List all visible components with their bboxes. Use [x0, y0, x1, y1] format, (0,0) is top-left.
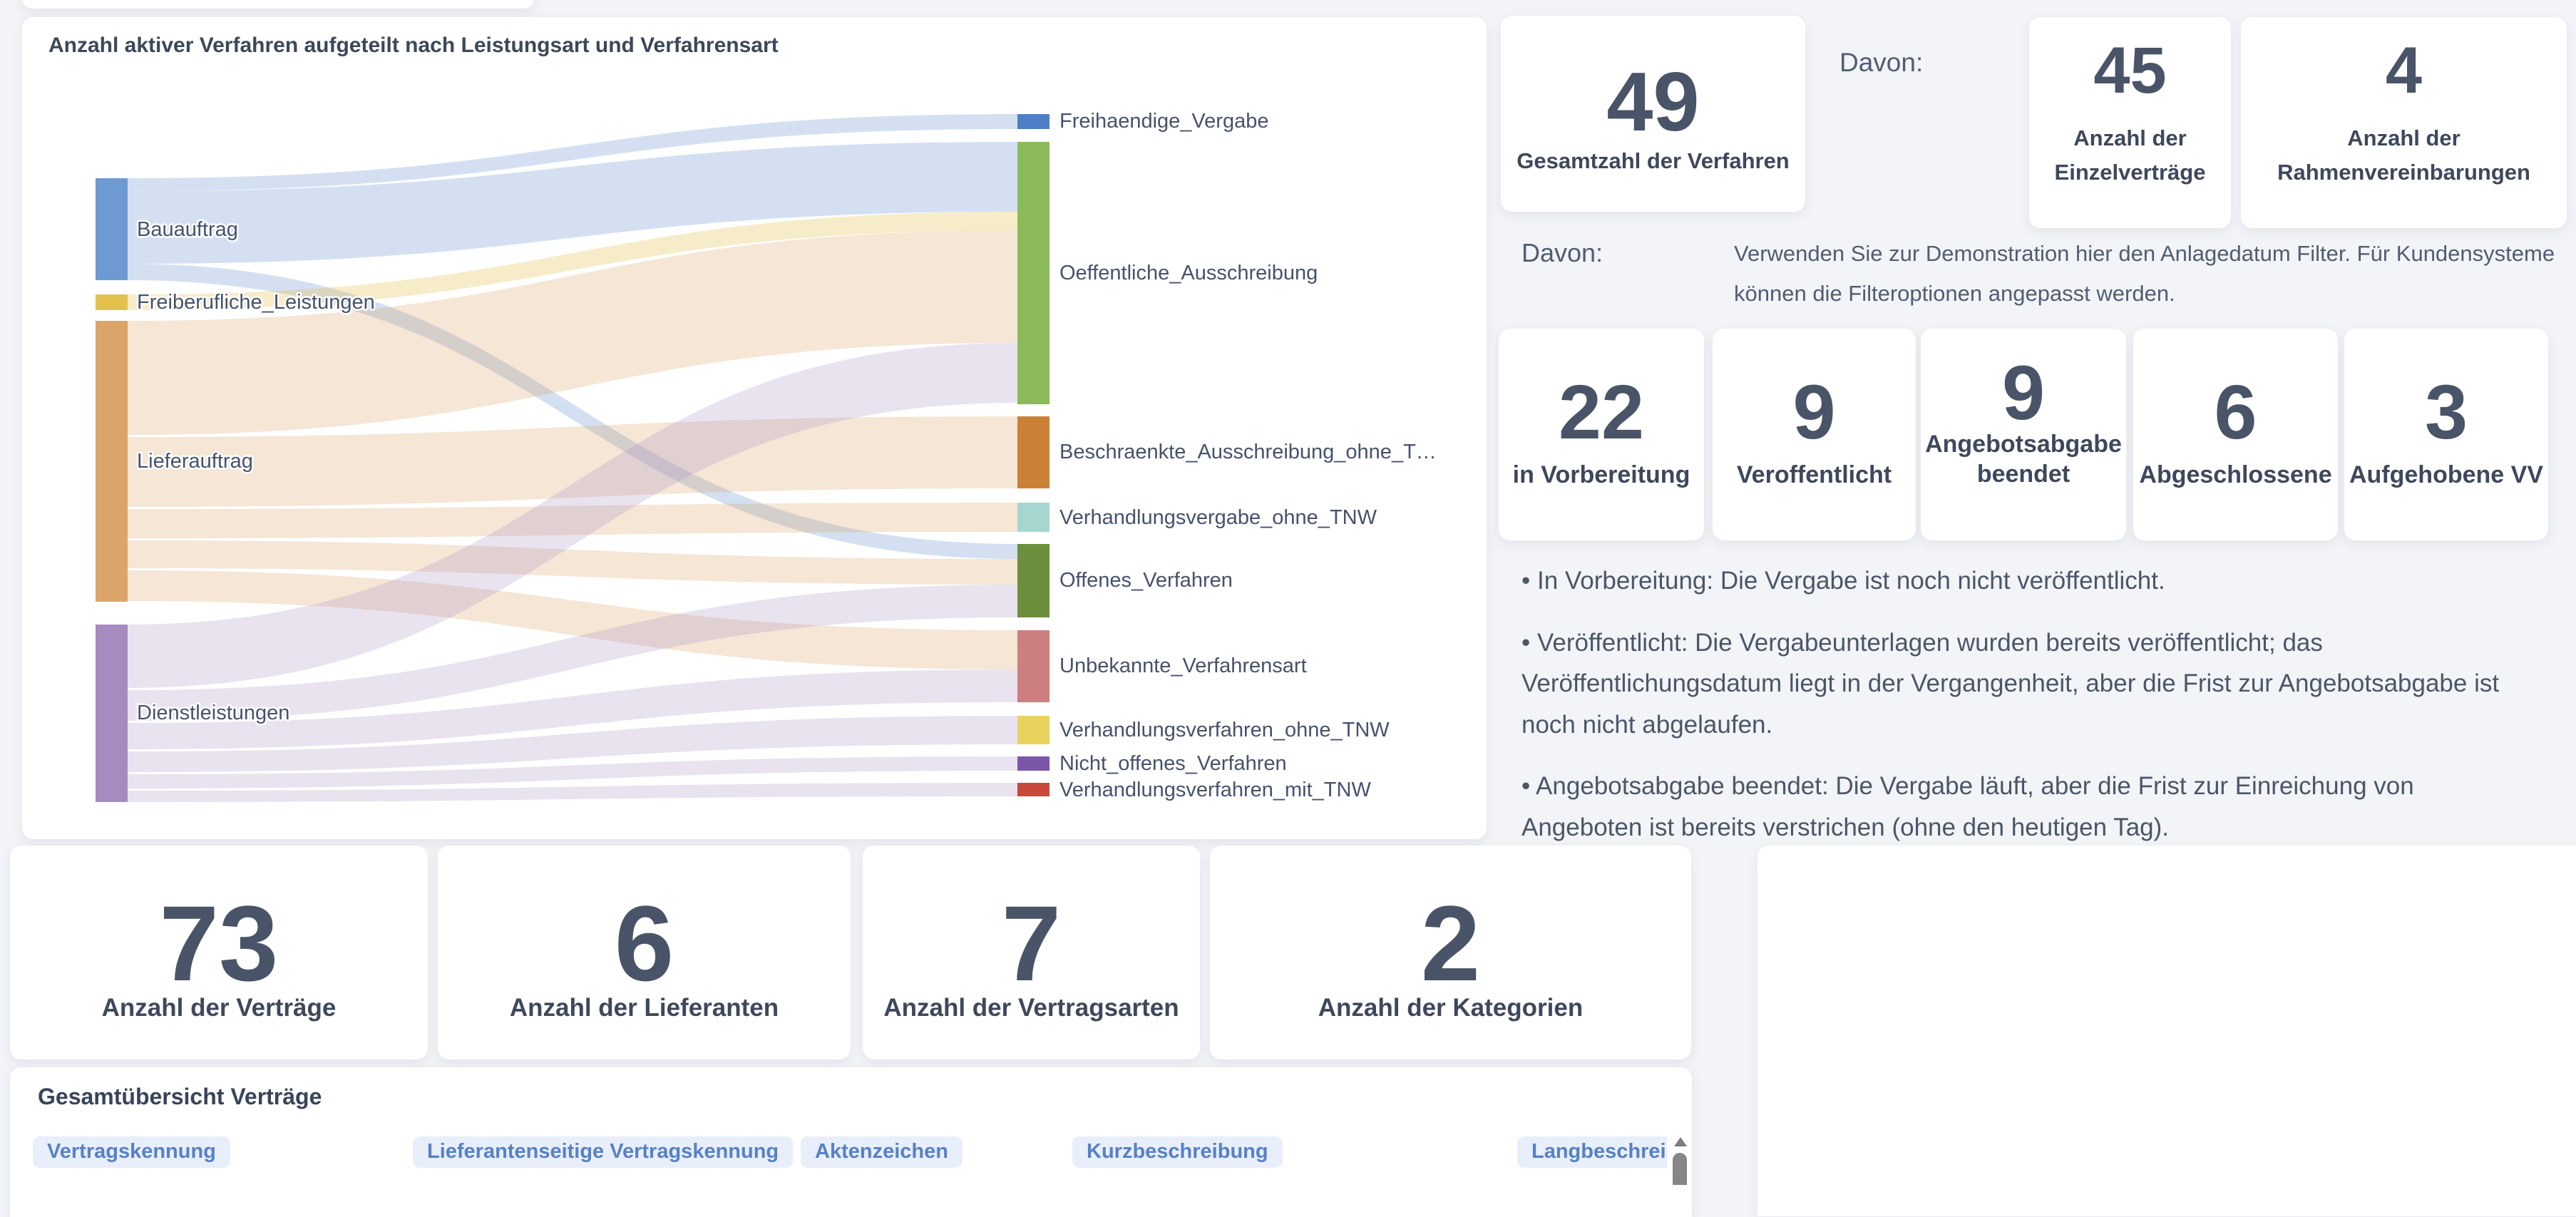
svg-text:Oeffentliche_Ausschreibung: Oeffentliche_Ausschreibung: [1059, 262, 1318, 284]
svg-text:Beschraenkte_Ausschreibung_ohn: Beschraenkte_Ausschreibung_ohne_T…: [1059, 441, 1437, 463]
svg-text:Verhandlungsvergabe_ohne_TNW: Verhandlungsvergabe_ohne_TNW: [1059, 506, 1377, 529]
svg-text:Offenes_Verfahren: Offenes_Verfahren: [1059, 569, 1233, 592]
svg-text:Lieferauftrag: Lieferauftrag: [137, 450, 253, 473]
svg-text:Verhandlungsverfahren_mit_TNW: Verhandlungsverfahren_mit_TNW: [1059, 779, 1371, 801]
svg-text:Freiberufliche_Leistungen: Freiberufliche_Leistungen: [137, 291, 375, 314]
svg-text:Unbekannte_Verfahrensart: Unbekannte_Verfahrensart: [1059, 654, 1307, 677]
svg-text:Freihaendige_Vergabe: Freihaendige_Vergabe: [1059, 110, 1268, 133]
svg-text:Verhandlungsverfahren_ohne_TNW: Verhandlungsverfahren_ohne_TNW: [1059, 719, 1390, 741]
svg-text:Bauauftrag: Bauauftrag: [137, 218, 238, 241]
svg-text:Nicht_offenes_Verfahren: Nicht_offenes_Verfahren: [1059, 752, 1287, 775]
svg-text:Dienstleistungen: Dienstleistungen: [137, 702, 289, 724]
